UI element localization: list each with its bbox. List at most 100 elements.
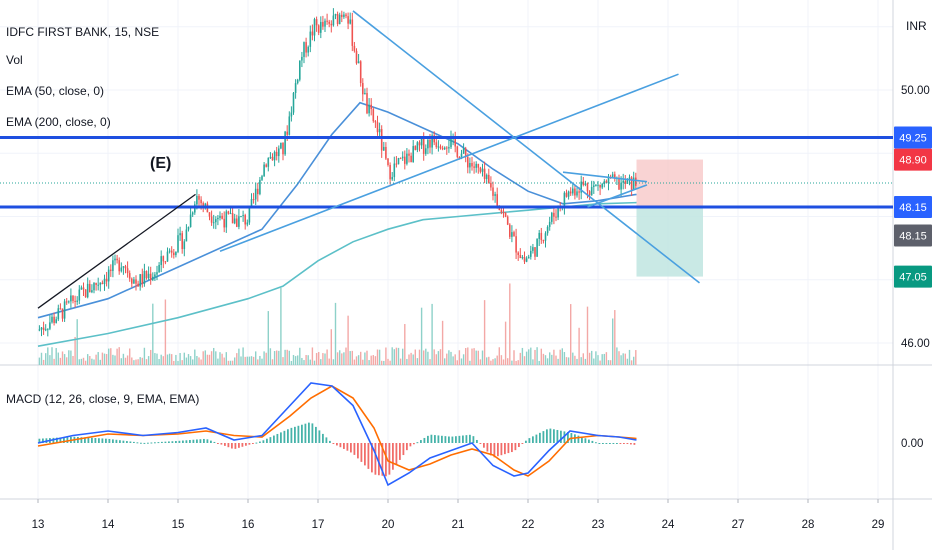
price-axis[interactable]: 46.00 50.00 0.00 xyxy=(901,85,930,450)
candle-body xyxy=(542,240,545,242)
volume-bar xyxy=(204,350,206,365)
drawings[interactable] xyxy=(0,10,893,309)
candle-body xyxy=(540,232,543,241)
macd-hist-bar xyxy=(500,443,503,456)
volume-bar xyxy=(557,358,559,365)
candle-body xyxy=(567,191,570,197)
volume-bar xyxy=(78,359,80,365)
candle-body xyxy=(414,146,417,150)
elliott-e-label[interactable]: (E) xyxy=(150,155,171,172)
macd-hist-bar xyxy=(248,443,251,445)
candle-body xyxy=(523,257,526,262)
volume-bar xyxy=(227,360,230,365)
volume-bar xyxy=(601,354,603,365)
volume-bar xyxy=(297,355,299,365)
candle-body xyxy=(120,267,123,272)
macd-hist-bar xyxy=(280,432,282,443)
candle-body xyxy=(622,180,624,183)
macd-hist-bar xyxy=(105,438,107,443)
volume-bar xyxy=(332,359,335,365)
macd-hist-bar xyxy=(56,437,58,443)
volume-bar xyxy=(467,347,469,365)
volume-bar xyxy=(355,356,358,365)
volume-bar xyxy=(588,352,591,365)
candle-body xyxy=(118,260,120,272)
volume-bar xyxy=(276,350,278,365)
macd-hist-bar xyxy=(311,423,314,443)
volume-bar xyxy=(238,348,240,365)
volume-bar xyxy=(425,348,427,365)
macd-hist-bar xyxy=(259,441,261,443)
candle-body xyxy=(416,142,419,150)
candle-body xyxy=(620,182,622,190)
macd-hist-bar xyxy=(276,433,279,443)
candle-body xyxy=(84,289,87,298)
volume-bars xyxy=(38,283,637,365)
volume-bar xyxy=(357,355,360,365)
macd-hist-bar xyxy=(581,436,583,443)
volume-bar xyxy=(439,349,442,365)
volume-bar xyxy=(179,353,181,365)
candle-body xyxy=(322,21,324,27)
macd-hist-bar xyxy=(416,442,419,444)
candle-body xyxy=(107,269,110,282)
volume-bar xyxy=(53,358,55,365)
candle-body xyxy=(215,219,217,223)
volume-bar xyxy=(498,347,500,365)
candle-body xyxy=(156,272,158,275)
candle-body xyxy=(376,122,379,133)
vol-legend[interactable]: Vol xyxy=(6,53,23,67)
volume-bar xyxy=(341,353,343,365)
macd-hist-bar xyxy=(245,443,247,446)
volume-bar xyxy=(175,354,177,365)
ema50-legend[interactable]: EMA (50, close, 0) xyxy=(6,84,104,98)
volume-bar xyxy=(437,351,440,365)
macd-hist-bar xyxy=(381,443,384,476)
candle-body xyxy=(477,163,480,168)
candle-body xyxy=(544,233,547,241)
macd-hist-bar xyxy=(619,443,622,444)
volume-bar xyxy=(572,352,574,365)
volume-bar xyxy=(320,359,322,365)
volume-bar xyxy=(47,347,49,365)
currency-label[interactable]: INR xyxy=(906,19,927,33)
volume-bar xyxy=(353,359,356,365)
candle-body xyxy=(483,168,486,180)
candle-body xyxy=(473,166,475,168)
time-tick-label: 14 xyxy=(102,519,115,531)
symbol-title[interactable]: IDFC FIRST BANK, 15, NSE xyxy=(6,25,159,39)
volume-bar xyxy=(150,349,152,365)
volume-bar xyxy=(120,358,122,365)
ema200-legend[interactable]: EMA (200, close, 0) xyxy=(6,115,111,129)
candlesticks xyxy=(38,8,637,337)
macd-hist-bar xyxy=(413,443,415,445)
candle-body xyxy=(546,226,549,234)
macd-hist-bar xyxy=(168,441,170,443)
candle-body xyxy=(162,256,165,262)
candle-body xyxy=(166,251,169,262)
volume-bar xyxy=(248,356,251,365)
volume-bar xyxy=(551,354,553,365)
macd-hist-bar xyxy=(129,441,132,443)
time-tick-label: 28 xyxy=(802,519,815,531)
macd-hist-bar xyxy=(91,437,93,443)
candle-body xyxy=(284,131,286,155)
candle-body xyxy=(586,183,589,192)
volume-bar xyxy=(507,358,509,365)
volume-bar xyxy=(620,355,622,365)
candle-body xyxy=(404,156,406,164)
macd-hist-bar xyxy=(234,443,237,449)
candle-body xyxy=(366,92,368,114)
macd-hist-bar xyxy=(427,435,429,443)
macd-legend[interactable]: MACD (12, 26, close, 9, EMA, EMA) xyxy=(6,392,199,406)
candle-body xyxy=(261,176,263,180)
time-axis[interactable]: 13 14 15 16 17 20 21 22 23 24 27 28 29 xyxy=(32,499,885,531)
volume-bar xyxy=(311,347,314,365)
candle-body xyxy=(137,283,139,287)
macd-hist-bar xyxy=(42,438,44,443)
volume-bar xyxy=(385,347,387,365)
volume-bar xyxy=(208,354,211,365)
candle-body xyxy=(431,135,433,148)
